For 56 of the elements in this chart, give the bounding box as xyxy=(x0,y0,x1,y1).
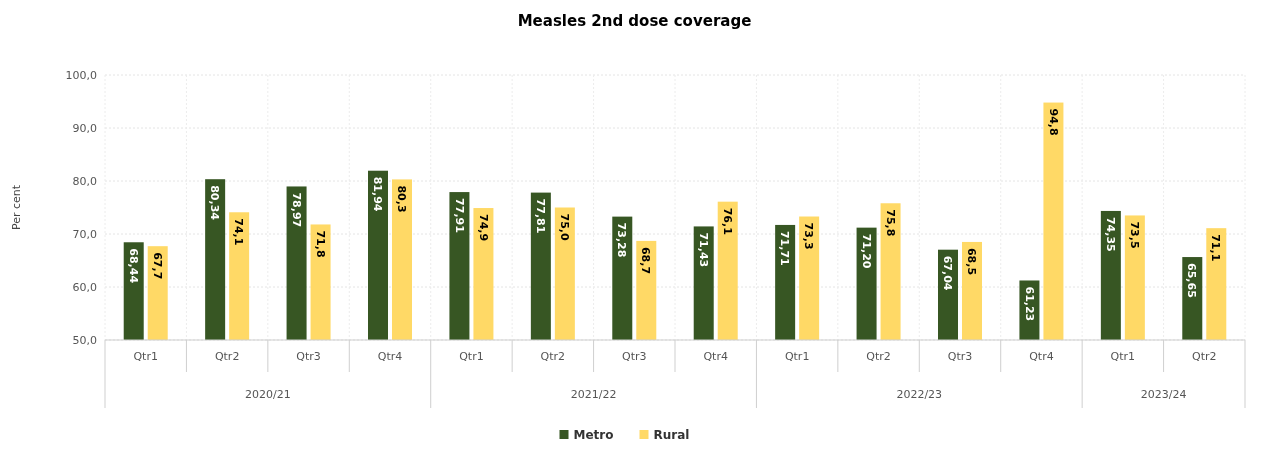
data-label: 71,71 xyxy=(778,230,792,266)
data-label: 75,0 xyxy=(558,213,572,241)
data-label: 77,91 xyxy=(452,198,466,233)
x-tick-label: Qtr3 xyxy=(622,349,647,363)
y-tick-label: 60,0 xyxy=(72,280,97,294)
x-tick-label: Qtr3 xyxy=(947,349,973,363)
x-tick-label: Qtr2 xyxy=(1192,349,1217,363)
text: 2020/21 xyxy=(245,387,291,401)
x-tick-label: Qtr4 xyxy=(703,349,728,363)
data-label: 74,1 xyxy=(232,218,246,246)
data-label: 71,43 xyxy=(696,232,710,268)
x-tick-label: Qtr2 xyxy=(214,349,240,363)
data-label: 68,5 xyxy=(965,247,979,276)
data-label: 61,23 xyxy=(1022,286,1036,322)
data-label: 65,65 xyxy=(1185,263,1199,298)
data-label: 67,04 xyxy=(941,255,955,291)
x-tick-label: Qtr1 xyxy=(459,349,484,363)
data-label: 74,35 xyxy=(1104,216,1118,252)
y-tick-label: 50,0 xyxy=(72,333,97,347)
data-label: 71,8 xyxy=(313,230,327,258)
x-tick-label: Qtr4 xyxy=(377,349,403,363)
x-tick-label: Qtr1 xyxy=(1110,349,1136,363)
x-tick-label: Qtr2 xyxy=(866,349,891,363)
data-label: 75,8 xyxy=(883,209,897,237)
data-label: 81,94 xyxy=(371,176,385,212)
x-tick-label: Qtr4 xyxy=(1029,349,1054,363)
chart-title: Measles 2nd dose coverage xyxy=(517,12,752,30)
data-label: 78,97 xyxy=(289,192,303,228)
data-label: 73,3 xyxy=(802,222,816,250)
legend-label: Rural xyxy=(653,428,690,443)
y-tick-label: 90,0 xyxy=(72,121,97,135)
x-tick-label: Qtr3 xyxy=(296,349,321,363)
data-label: 67,7 xyxy=(150,252,164,280)
x-tick-label: Qtr1 xyxy=(784,349,810,363)
x-tick-label: Qtr1 xyxy=(133,349,158,363)
data-label: 73,5 xyxy=(1128,221,1142,249)
text: 2022/23 xyxy=(896,387,943,401)
y-tick-label: 70,0 xyxy=(72,227,97,241)
data-label: 77,81 xyxy=(534,198,548,234)
text: 2023/24 xyxy=(1140,387,1187,401)
y-tick-label: 80,0 xyxy=(72,174,97,188)
data-label: 71,1 xyxy=(1209,234,1223,262)
y-tick-label: 100,0 xyxy=(65,68,97,82)
data-label: 68,44 xyxy=(126,248,140,284)
legend-label: Metro xyxy=(573,428,614,443)
text: 2021/22 xyxy=(570,387,617,401)
y-axis-title: Per cent xyxy=(10,184,23,231)
x-tick-label: Qtr2 xyxy=(540,349,566,363)
data-label: 80,3 xyxy=(395,185,409,213)
data-label: 76,1 xyxy=(720,207,734,235)
data-label: 68,7 xyxy=(639,246,653,275)
data-label: 73,28 xyxy=(615,222,629,258)
data-label: 94,8 xyxy=(1046,108,1060,136)
data-label: 74,9 xyxy=(476,214,490,242)
data-label: 80,34 xyxy=(208,185,222,221)
data-label: 71,20 xyxy=(859,233,873,269)
